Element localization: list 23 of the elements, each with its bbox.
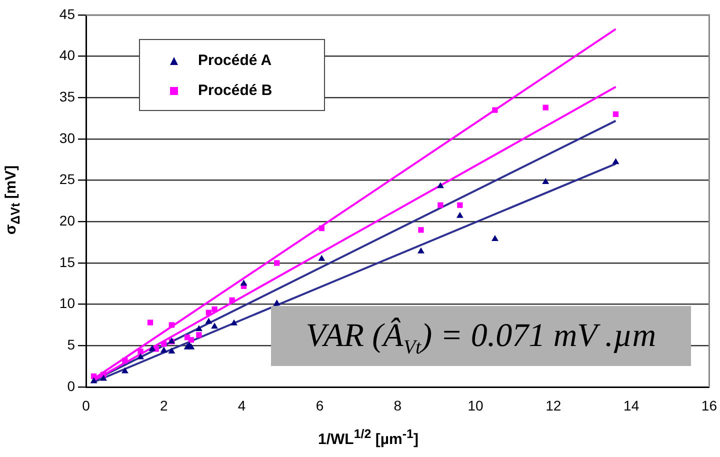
x-tick-label: 6 [316,397,324,414]
y-tick-label: 25 [59,171,76,188]
y-tick-label: 5 [67,336,76,353]
y-tick-label: 35 [59,88,76,105]
x-tick-label: 0 [82,397,90,414]
x-tick-label: 8 [394,397,402,414]
y-tick-label: 20 [59,212,76,229]
x-tick-label: 10 [468,397,484,414]
legend-label: Procédé B [198,81,272,101]
y-tick-label: 30 [59,130,76,146]
y-tick-label: 15 [59,254,76,270]
annotation: VAR (Â$_{Vt}$) = 0.071 mV .µm [271,306,691,366]
legend-label: Procédé A [198,51,272,71]
x-tick-label: 14 [624,397,640,414]
y-tick-label: 0 [67,378,76,394]
x-axis-title: 1/WL$^{1/2}$ [µm$^{-1}$] [318,427,419,448]
x-tick-label: 16 [701,397,718,414]
x-tick-label: 2 [160,397,168,414]
x-tick-label: 4 [238,397,246,414]
y-tick-label: 45 [59,6,76,22]
y-tick-label: 10 [59,295,76,312]
x-tick-label: 12 [546,397,562,414]
y-tick-label: 40 [59,47,76,64]
